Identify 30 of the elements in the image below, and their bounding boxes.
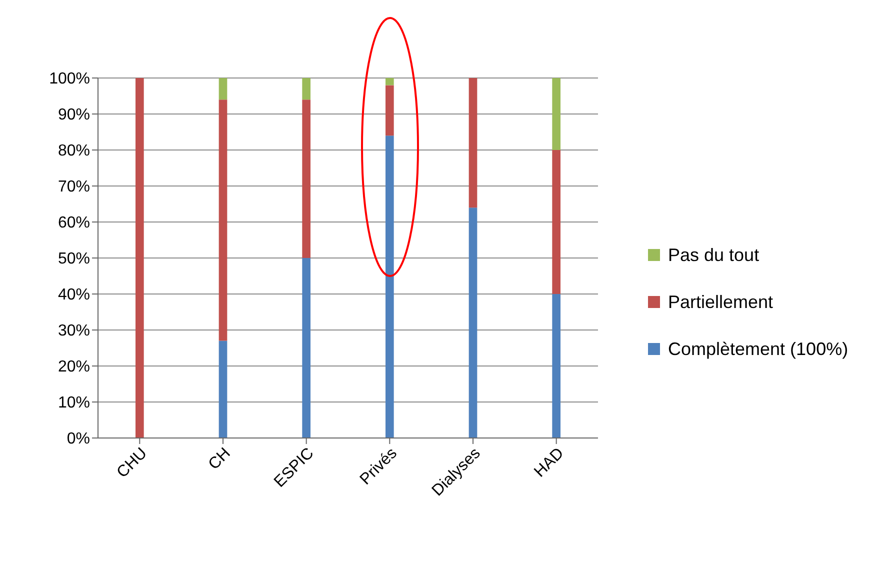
bar: [218, 100, 228, 341]
bar: [468, 208, 478, 438]
y-tick-label: 70%: [58, 178, 90, 196]
bar: [552, 294, 560, 438]
y-tick-label: 50%: [58, 250, 90, 268]
legend-label: Complètement (100%): [668, 338, 848, 360]
bar: [386, 136, 394, 438]
bar: [302, 258, 310, 438]
bar: [218, 340, 228, 438]
y-tick-label: 40%: [58, 286, 90, 304]
bar: [302, 100, 310, 258]
bar: [552, 78, 560, 150]
y-tick-label: 80%: [58, 142, 90, 160]
legend-label: Pas du tout: [668, 244, 760, 266]
y-tick-label: 0%: [66, 430, 90, 448]
y-tick-label: 90%: [58, 106, 90, 124]
bar: [386, 85, 394, 136]
bar: [386, 78, 394, 86]
y-tick-label: 20%: [58, 358, 90, 376]
y-tick-label: 30%: [58, 322, 90, 340]
bar: [302, 78, 310, 100]
bar: [468, 78, 478, 208]
y-tick-label: 60%: [58, 214, 90, 232]
legend-label: Partiellement: [668, 292, 774, 312]
x-tick-label: CH: [206, 444, 234, 474]
bar: [218, 78, 228, 100]
bar: [552, 150, 560, 294]
y-tick-label: 10%: [58, 394, 90, 412]
y-tick-label: 100%: [49, 70, 90, 88]
bar: [136, 78, 144, 438]
